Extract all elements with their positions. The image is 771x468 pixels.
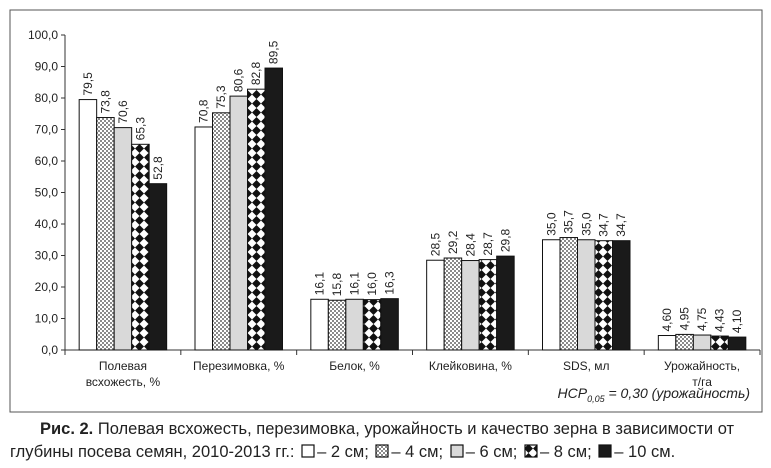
caption: Рис. 2. Полевая всхожесть, перезимовка, …: [10, 418, 765, 464]
value-label: 16,0: [365, 272, 379, 296]
bar: [96, 117, 115, 351]
y-tick-label: 90,0: [35, 60, 59, 74]
bar: [113, 127, 133, 351]
x-tick-label: Клейковина, %: [429, 359, 512, 373]
value-label: 29,2: [446, 230, 460, 254]
value-label: 4,10: [730, 309, 744, 333]
legend-swatch: [375, 444, 389, 458]
bar: [426, 259, 445, 351]
x-tick-label: Белок, %: [329, 359, 380, 373]
legend-swatch: [301, 444, 315, 458]
annotation-rest: = 0,30 (урожайность): [605, 385, 750, 401]
bar: [657, 335, 677, 351]
annotation: НСР0,05 = 0,30 (урожайность): [558, 385, 751, 404]
x-tick-label: SDS, мл: [563, 359, 610, 373]
bar: [362, 299, 382, 351]
value-label: 4,95: [678, 307, 692, 331]
bar: [194, 126, 213, 351]
bar: [327, 299, 347, 351]
bar: [131, 143, 150, 351]
x-tick-label: Полевая всхожесть, %: [86, 359, 161, 389]
caption-text: Полевая всхожесть, перезимовка, урожайно…: [10, 420, 735, 461]
value-label: 80,6: [232, 68, 246, 92]
bar: [692, 334, 712, 351]
value-label: 29,8: [498, 228, 512, 252]
bar: [310, 298, 329, 351]
y-tick-label: 70,0: [35, 123, 59, 137]
value-label: 16,1: [348, 272, 362, 296]
legend-label: – 8 см;: [539, 443, 592, 461]
y-tick-label: 100,0: [28, 28, 58, 42]
bar: [478, 259, 498, 351]
value-label: 28,5: [428, 233, 442, 257]
bar: [443, 257, 463, 351]
chart: НСР0,05 = 0,30 (урожайность) 0,0 10,0 20,0…: [9, 9, 763, 413]
bar: [148, 183, 168, 351]
x-tick-label: Урожайность, т/га: [664, 359, 740, 389]
legend-label: – 4 см;: [391, 443, 444, 461]
bar: [78, 99, 98, 351]
bar: [212, 112, 231, 351]
value-label: 34,7: [614, 213, 628, 237]
value-label: 28,7: [481, 232, 495, 256]
value-label: 4,60: [660, 308, 674, 332]
value-label: 70,8: [197, 99, 211, 123]
value-label: 4,43: [713, 308, 727, 332]
caption-label: Рис. 2.: [40, 420, 94, 438]
bar: [710, 335, 729, 351]
legend-label: – 6 см;: [465, 443, 518, 461]
y-tick-label: 30,0: [35, 249, 59, 263]
bar: [612, 240, 631, 351]
value-label: 16,3: [383, 271, 397, 295]
bar: [264, 67, 283, 351]
value-label: 75,3: [214, 85, 228, 109]
value-label: 65,3: [133, 117, 147, 141]
value-label: 89,5: [267, 40, 281, 64]
value-label: 79,5: [81, 72, 95, 96]
value-label: 4,75: [695, 307, 709, 331]
bar: [496, 255, 515, 351]
value-label: 16,1: [313, 272, 327, 296]
bar: [675, 333, 694, 351]
legend-swatch: [524, 444, 538, 458]
y-tick-label: 50,0: [35, 186, 59, 200]
value-label: 34,7: [597, 213, 611, 237]
bar: [542, 239, 561, 351]
value-label: 73,8: [98, 90, 112, 114]
bar: [577, 239, 596, 351]
x-tick-label: Перезимовка, %: [193, 359, 285, 373]
bar: [229, 95, 248, 351]
y-tick-label: 0,0: [41, 343, 58, 357]
value-label: 82,8: [249, 61, 263, 85]
y-tick-label: 20,0: [35, 280, 59, 294]
annotation-main: НСР: [558, 385, 588, 401]
bar: [461, 260, 480, 351]
bar: [559, 237, 578, 351]
legend-swatch: [598, 444, 612, 458]
y-tick-label: 10,0: [35, 312, 59, 326]
y-tick-label: 40,0: [35, 217, 59, 231]
bar: [594, 240, 613, 351]
bar: [380, 298, 399, 351]
legend-swatch: [450, 444, 464, 458]
value-label: 28,4: [463, 233, 477, 257]
value-label: 15,8: [330, 273, 344, 297]
value-label: 70,6: [116, 100, 130, 124]
y-tick-label: 80,0: [35, 91, 59, 105]
chart-frame: [9, 9, 763, 413]
annotation-sub: 0,05: [587, 394, 606, 404]
bar: [247, 88, 266, 351]
legend-label: – 10 см.: [614, 443, 676, 461]
legend: – 2 см; – 4 см; – 6 см; – 8 см; – 10 см.: [295, 443, 676, 461]
value-label: 52,8: [151, 156, 165, 180]
value-label: 35,0: [579, 212, 593, 236]
y-tick-label: 60,0: [35, 154, 59, 168]
legend-label: – 2 см;: [317, 443, 369, 461]
bar: [727, 336, 747, 351]
bar: [345, 298, 364, 351]
value-label: 35,0: [544, 212, 558, 236]
value-label: 35,7: [562, 210, 576, 234]
